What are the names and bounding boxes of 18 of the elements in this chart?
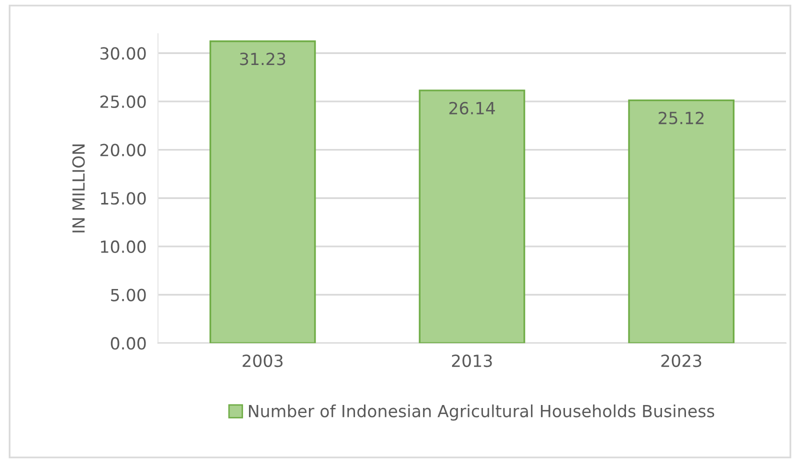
data-label: 26.14 — [449, 102, 495, 114]
bar — [628, 99, 734, 344]
legend-label: Number of Indonesian Agricultural Households Business — [248, 404, 714, 421]
y-tick-label: 25.00 — [100, 95, 146, 108]
bar — [418, 90, 526, 344]
x-tick-label: 2013 — [452, 354, 492, 368]
y-tick-label: 5.00 — [111, 288, 146, 302]
y-tick-label: 10.00 — [101, 240, 146, 253]
y-tick-label: 30.00 — [100, 47, 146, 60]
y-tick-label: 20.00 — [100, 144, 146, 156]
x-tick-label: 2023 — [661, 354, 702, 368]
data-label: 31.23 — [240, 52, 286, 66]
x-tick-label: 2003 — [242, 354, 283, 368]
y-tick-label: 0.00 — [110, 337, 146, 350]
y-tick-label: 15.00 — [101, 192, 146, 205]
y-axis-title: IN MILLION — [72, 144, 85, 232]
data-label: 25.12 — [658, 112, 704, 124]
bar — [210, 40, 316, 344]
